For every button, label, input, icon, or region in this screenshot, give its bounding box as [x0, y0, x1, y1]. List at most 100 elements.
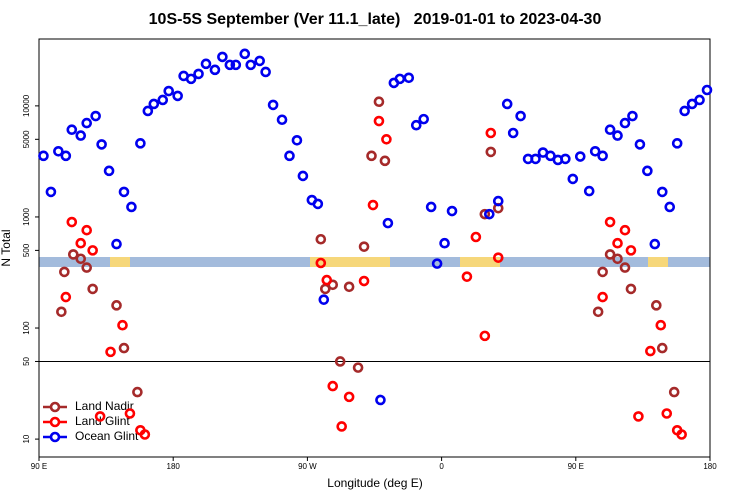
point	[574, 151, 586, 162]
point	[592, 306, 604, 318]
point	[157, 94, 169, 106]
point	[126, 201, 137, 213]
point	[217, 51, 228, 63]
point	[701, 84, 713, 96]
point	[597, 266, 608, 278]
point	[87, 245, 98, 256]
point	[224, 59, 236, 71]
point	[75, 237, 87, 249]
point	[492, 195, 504, 207]
point	[612, 253, 623, 265]
point	[60, 150, 72, 162]
point	[56, 306, 67, 318]
y-tick-label: 1000	[22, 208, 31, 226]
point	[239, 48, 251, 60]
point	[81, 117, 93, 129]
point	[53, 145, 64, 157]
point	[612, 130, 623, 141]
chart-title: 10S-5S September (Ver 11.1_late) 2019-01…	[149, 11, 602, 28]
point	[567, 173, 579, 185]
point	[446, 205, 458, 217]
point	[245, 59, 257, 71]
point	[679, 105, 690, 117]
point	[209, 64, 221, 76]
point	[94, 411, 106, 422]
point	[81, 224, 93, 236]
point	[431, 258, 443, 269]
point	[382, 217, 394, 229]
point	[172, 90, 183, 102]
point	[75, 253, 87, 265]
point	[619, 224, 631, 236]
point	[312, 198, 324, 210]
point	[267, 99, 279, 111]
point	[87, 283, 98, 295]
point	[418, 113, 430, 125]
point	[81, 262, 93, 273]
point	[664, 201, 676, 213]
point	[135, 138, 146, 149]
point	[656, 342, 668, 354]
y-tick-label: 50	[22, 356, 31, 365]
point	[589, 145, 601, 157]
point	[479, 330, 491, 342]
point	[90, 110, 101, 122]
point	[484, 208, 495, 220]
point	[366, 150, 377, 162]
point	[645, 345, 656, 357]
point	[193, 68, 204, 80]
x-tick-label: 0	[439, 462, 444, 471]
point	[485, 146, 497, 158]
x-tick-label: 90 W	[298, 462, 317, 471]
point	[276, 114, 288, 126]
point	[66, 216, 78, 228]
land-strip	[460, 257, 500, 267]
point	[545, 150, 556, 162]
point	[105, 346, 116, 358]
point	[612, 237, 623, 249]
point	[651, 300, 662, 311]
point	[560, 153, 571, 165]
point	[373, 96, 385, 108]
point	[343, 391, 355, 403]
legend-marker	[49, 416, 61, 428]
plot-frame	[38, 38, 711, 458]
point	[321, 274, 333, 286]
point	[530, 153, 541, 165]
legend-label: Land Glint	[75, 414, 130, 428]
point	[403, 72, 415, 84]
point	[111, 238, 122, 250]
point	[66, 124, 78, 136]
y-tick-label: 5000	[22, 130, 31, 148]
point	[284, 150, 295, 162]
point	[67, 249, 79, 260]
point	[655, 319, 667, 331]
point	[185, 73, 197, 85]
point	[515, 110, 526, 122]
point	[634, 139, 646, 150]
point	[75, 130, 87, 141]
legend-marker	[49, 431, 61, 443]
point	[597, 291, 608, 303]
point	[642, 165, 653, 177]
point	[492, 252, 504, 263]
y-tick-label: 100	[22, 321, 31, 335]
point	[254, 55, 265, 67]
y-axis-label: N Total	[0, 229, 13, 266]
point	[381, 134, 392, 145]
point	[625, 245, 637, 256]
point	[38, 150, 49, 162]
point	[60, 291, 72, 303]
point	[507, 127, 519, 139]
point	[619, 262, 631, 273]
point	[625, 283, 637, 295]
point	[597, 150, 608, 162]
point	[118, 342, 130, 354]
ocean-band	[39, 257, 710, 267]
point	[318, 294, 330, 305]
point	[142, 105, 154, 117]
point	[656, 186, 668, 198]
